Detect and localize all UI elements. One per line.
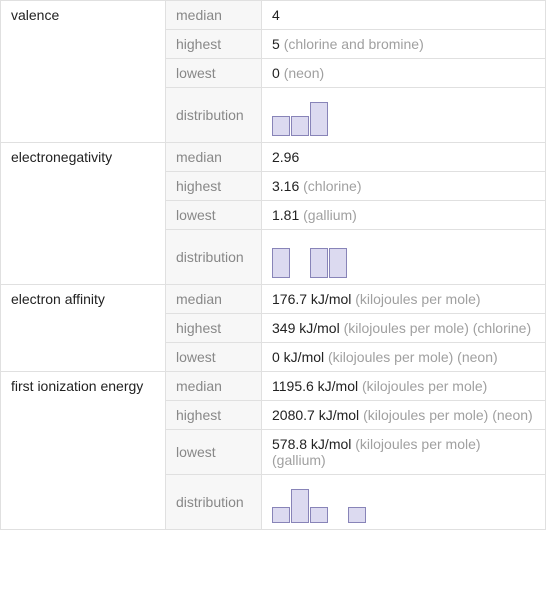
property-name: electron affinity [1, 285, 166, 372]
stat-label: lowest [166, 343, 262, 372]
stat-label: highest [166, 401, 262, 430]
stat-label: highest [166, 314, 262, 343]
stat-value-cell: 5 (chlorine and bromine) [262, 30, 546, 59]
chart-bar [348, 507, 366, 523]
stat-note: (neon) [284, 65, 324, 81]
stat-value-cell: 2080.7 kJ/mol (kilojoules per mole) (neo… [262, 401, 546, 430]
stat-note: (chlorine) [303, 178, 361, 194]
chart-bar [329, 248, 347, 278]
chart-bar [272, 507, 290, 523]
stat-note: (kilojoules per mole) [355, 291, 480, 307]
stat-value: 5 [272, 36, 280, 52]
stat-value: 1195.6 kJ/mol [272, 378, 358, 394]
stat-value: 0 kJ/mol [272, 349, 324, 365]
properties-table: valencemedian4highest5 (chlorine and bro… [0, 0, 546, 530]
distribution-chart [272, 485, 535, 525]
stat-value: 3.16 [272, 178, 299, 194]
stat-label: median [166, 372, 262, 401]
property-name: electronegativity [1, 143, 166, 285]
stat-value: 0 [272, 65, 280, 81]
stat-value-cell: 176.7 kJ/mol (kilojoules per mole) [262, 285, 546, 314]
stat-label: highest [166, 172, 262, 201]
stat-value-cell: 0 (neon) [262, 59, 546, 88]
stat-label: median [166, 1, 262, 30]
chart-bar [310, 507, 328, 523]
stat-note: (kilojoules per mole) [362, 378, 487, 394]
stat-label: lowest [166, 430, 262, 475]
distribution-cell [262, 475, 546, 530]
distribution-cell [262, 88, 546, 143]
distribution-chart [272, 98, 535, 138]
chart-bar [272, 248, 290, 278]
stat-note: (kilojoules per mole) (neon) [363, 407, 533, 423]
table-row: first ionization energymedian1195.6 kJ/m… [1, 372, 546, 401]
stat-note: (chlorine and bromine) [284, 36, 424, 52]
stat-label: distribution [166, 88, 262, 143]
stat-note: (gallium) [303, 207, 357, 223]
distribution-cell [262, 230, 546, 285]
stat-value-cell: 1195.6 kJ/mol (kilojoules per mole) [262, 372, 546, 401]
chart-bar [310, 102, 328, 136]
stat-value: 2.96 [272, 149, 299, 165]
table-row: electronegativitymedian2.96 [1, 143, 546, 172]
table-row: valencemedian4 [1, 1, 546, 30]
stat-value-cell: 349 kJ/mol (kilojoules per mole) (chlori… [262, 314, 546, 343]
stat-value-cell: 578.8 kJ/mol (kilojoules per mole) (gall… [262, 430, 546, 475]
stat-value-cell: 4 [262, 1, 546, 30]
table-row: electron affinitymedian176.7 kJ/mol (kil… [1, 285, 546, 314]
stat-value: 4 [272, 7, 280, 23]
stat-label: highest [166, 30, 262, 59]
stat-label: lowest [166, 59, 262, 88]
stat-value-cell: 2.96 [262, 143, 546, 172]
stat-value: 1.81 [272, 207, 299, 223]
stat-value: 176.7 kJ/mol [272, 291, 351, 307]
chart-bar [291, 116, 309, 136]
stat-label: lowest [166, 201, 262, 230]
stat-value: 2080.7 kJ/mol [272, 407, 359, 423]
stat-value-cell: 3.16 (chlorine) [262, 172, 546, 201]
stat-value-cell: 0 kJ/mol (kilojoules per mole) (neon) [262, 343, 546, 372]
stat-note: (kilojoules per mole) (neon) [328, 349, 498, 365]
chart-bar [272, 116, 290, 136]
stat-label: median [166, 143, 262, 172]
chart-bar [310, 248, 328, 278]
property-name: first ionization energy [1, 372, 166, 530]
stat-value: 349 kJ/mol [272, 320, 340, 336]
chart-bar [291, 489, 309, 523]
property-name: valence [1, 1, 166, 143]
stat-label: median [166, 285, 262, 314]
stat-note: (kilojoules per mole) (chlorine) [344, 320, 532, 336]
stat-value-cell: 1.81 (gallium) [262, 201, 546, 230]
stat-label: distribution [166, 230, 262, 285]
stat-value: 578.8 kJ/mol [272, 436, 351, 452]
stat-label: distribution [166, 475, 262, 530]
distribution-chart [272, 240, 535, 280]
